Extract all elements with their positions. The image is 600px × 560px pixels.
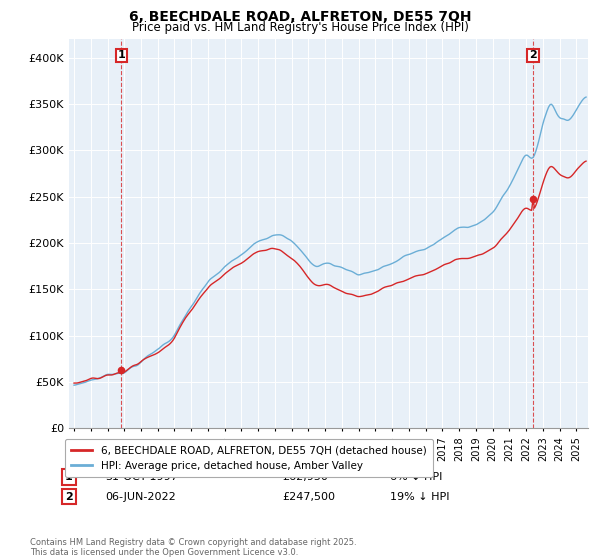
Text: 2: 2 bbox=[65, 492, 73, 502]
Text: 2: 2 bbox=[529, 50, 537, 60]
Text: 31-OCT-1997: 31-OCT-1997 bbox=[105, 472, 178, 482]
Text: 1: 1 bbox=[65, 472, 73, 482]
Text: 1: 1 bbox=[118, 50, 125, 60]
Text: 6% ↓ HPI: 6% ↓ HPI bbox=[390, 472, 442, 482]
Text: Contains HM Land Registry data © Crown copyright and database right 2025.
This d: Contains HM Land Registry data © Crown c… bbox=[30, 538, 356, 557]
Text: 06-JUN-2022: 06-JUN-2022 bbox=[105, 492, 176, 502]
Text: 6, BEECHDALE ROAD, ALFRETON, DE55 7QH: 6, BEECHDALE ROAD, ALFRETON, DE55 7QH bbox=[129, 10, 471, 24]
Text: £247,500: £247,500 bbox=[282, 492, 335, 502]
Text: £62,950: £62,950 bbox=[282, 472, 328, 482]
Point bbox=[528, 194, 538, 203]
Point bbox=[116, 366, 126, 375]
Text: Price paid vs. HM Land Registry's House Price Index (HPI): Price paid vs. HM Land Registry's House … bbox=[131, 21, 469, 34]
Text: 19% ↓ HPI: 19% ↓ HPI bbox=[390, 492, 449, 502]
Legend: 6, BEECHDALE ROAD, ALFRETON, DE55 7QH (detached house), HPI: Average price, deta: 6, BEECHDALE ROAD, ALFRETON, DE55 7QH (d… bbox=[65, 439, 433, 477]
